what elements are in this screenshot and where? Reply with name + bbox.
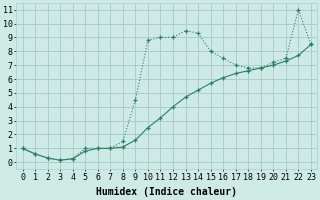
X-axis label: Humidex (Indice chaleur): Humidex (Indice chaleur) [96,187,237,197]
